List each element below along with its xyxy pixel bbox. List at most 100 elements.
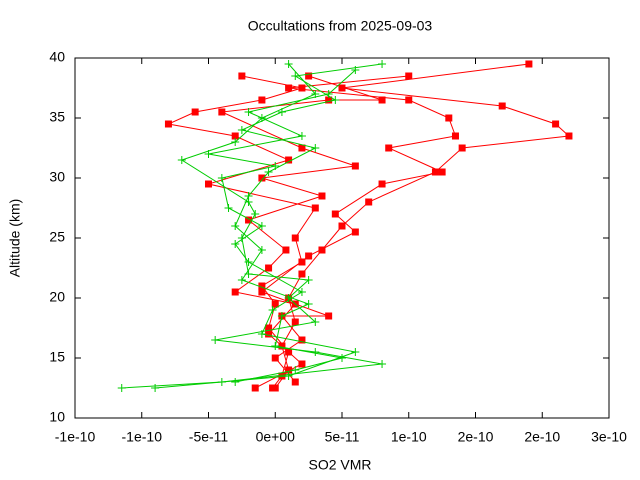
plus-marker [231, 240, 240, 248]
profile-line [274, 63, 571, 389]
square-marker [258, 174, 266, 182]
square-marker [265, 264, 273, 272]
y-tick-label: 35 [49, 109, 65, 125]
plus-marker [284, 60, 293, 68]
square-marker [445, 114, 453, 122]
plus-marker [231, 138, 240, 146]
x-tick-label: 5e-11 [325, 429, 360, 445]
square-marker [298, 144, 306, 152]
square-marker [318, 246, 326, 254]
square-marker [525, 60, 533, 68]
plus-marker [251, 210, 260, 218]
plus-marker [257, 330, 266, 338]
square-marker [405, 72, 413, 80]
square-marker [351, 162, 359, 170]
square-marker [231, 132, 239, 140]
plus-marker [311, 318, 320, 326]
plus-marker [284, 372, 293, 380]
square-marker [205, 180, 212, 188]
plus-marker [311, 144, 320, 152]
plus-marker [204, 150, 213, 158]
plot-border [74, 57, 610, 419]
square-marker [325, 312, 333, 320]
square-marker [458, 144, 466, 152]
square-marker [278, 372, 286, 380]
x-tick-label: 0e+00 [256, 429, 296, 445]
plus-marker [304, 276, 313, 284]
square-marker [245, 216, 253, 224]
square-marker [298, 360, 306, 368]
plus-marker [231, 222, 240, 230]
square-marker [258, 288, 266, 296]
y-tick-label: 10 [49, 409, 65, 425]
plus-marker [244, 192, 253, 200]
square-marker [285, 366, 293, 374]
plus-marker [244, 108, 253, 116]
y-axis-label: Altitude (km) [7, 199, 23, 278]
square-marker [351, 228, 359, 236]
square-marker [405, 96, 413, 104]
square-marker [552, 120, 560, 128]
plus-marker [257, 222, 266, 230]
plus-marker [277, 312, 286, 320]
square-marker [191, 108, 199, 116]
square-marker [298, 336, 306, 344]
plus-marker [271, 342, 280, 350]
square-marker [338, 222, 346, 230]
square-marker [291, 378, 299, 386]
square-marker [311, 204, 319, 212]
y-tick-label: 30 [49, 169, 65, 185]
y-tick-label: 15 [49, 349, 65, 365]
x-tick-label: 2e-10 [458, 429, 494, 445]
plus-marker [264, 168, 273, 176]
square-marker [271, 300, 279, 308]
square-marker [231, 288, 239, 296]
square-marker [251, 384, 259, 392]
x-tick-label: 1e-10 [391, 429, 427, 445]
profile-line [155, 69, 358, 389]
square-marker [298, 270, 306, 278]
plus-marker [291, 366, 300, 374]
plus-marker [268, 306, 277, 314]
square-marker [451, 132, 459, 140]
square-marker [291, 234, 299, 242]
plus-marker [311, 348, 320, 356]
plus-marker [297, 288, 306, 296]
square-marker [291, 318, 299, 326]
square-marker [258, 96, 266, 104]
square-marker [238, 72, 246, 80]
x-tick-label: -5e-11 [189, 429, 229, 445]
y-tick-label: 40 [49, 49, 65, 65]
plus-marker [338, 354, 346, 362]
plus-marker [257, 246, 266, 254]
plus-marker [117, 384, 126, 392]
square-marker [265, 324, 273, 332]
square-marker [298, 258, 306, 266]
square-marker [565, 132, 573, 140]
y-tick-label: 20 [49, 289, 65, 305]
plus-marker [378, 360, 387, 368]
plus-marker [244, 258, 253, 266]
plus-marker [224, 204, 233, 212]
plus-marker [291, 72, 300, 80]
x-tick-label: -1e-10 [55, 429, 96, 445]
square-marker [365, 198, 373, 206]
square-marker [271, 354, 279, 362]
x-axis-label: SO2 VMR [308, 457, 371, 473]
square-marker [298, 84, 306, 92]
plus-marker [331, 96, 340, 104]
plus-marker [237, 126, 246, 134]
square-marker [265, 330, 273, 338]
plus-marker [217, 174, 226, 182]
plus-marker [351, 348, 360, 356]
square-marker [269, 384, 277, 392]
square-marker [318, 192, 326, 200]
square-marker [338, 84, 346, 92]
square-marker [164, 120, 172, 128]
square-marker [285, 156, 293, 164]
chart-title: Occultations from 2025-09-03 [248, 18, 433, 34]
x-tick-label: -1e-10 [122, 429, 163, 445]
x-tick-label: 3e-10 [591, 429, 627, 445]
